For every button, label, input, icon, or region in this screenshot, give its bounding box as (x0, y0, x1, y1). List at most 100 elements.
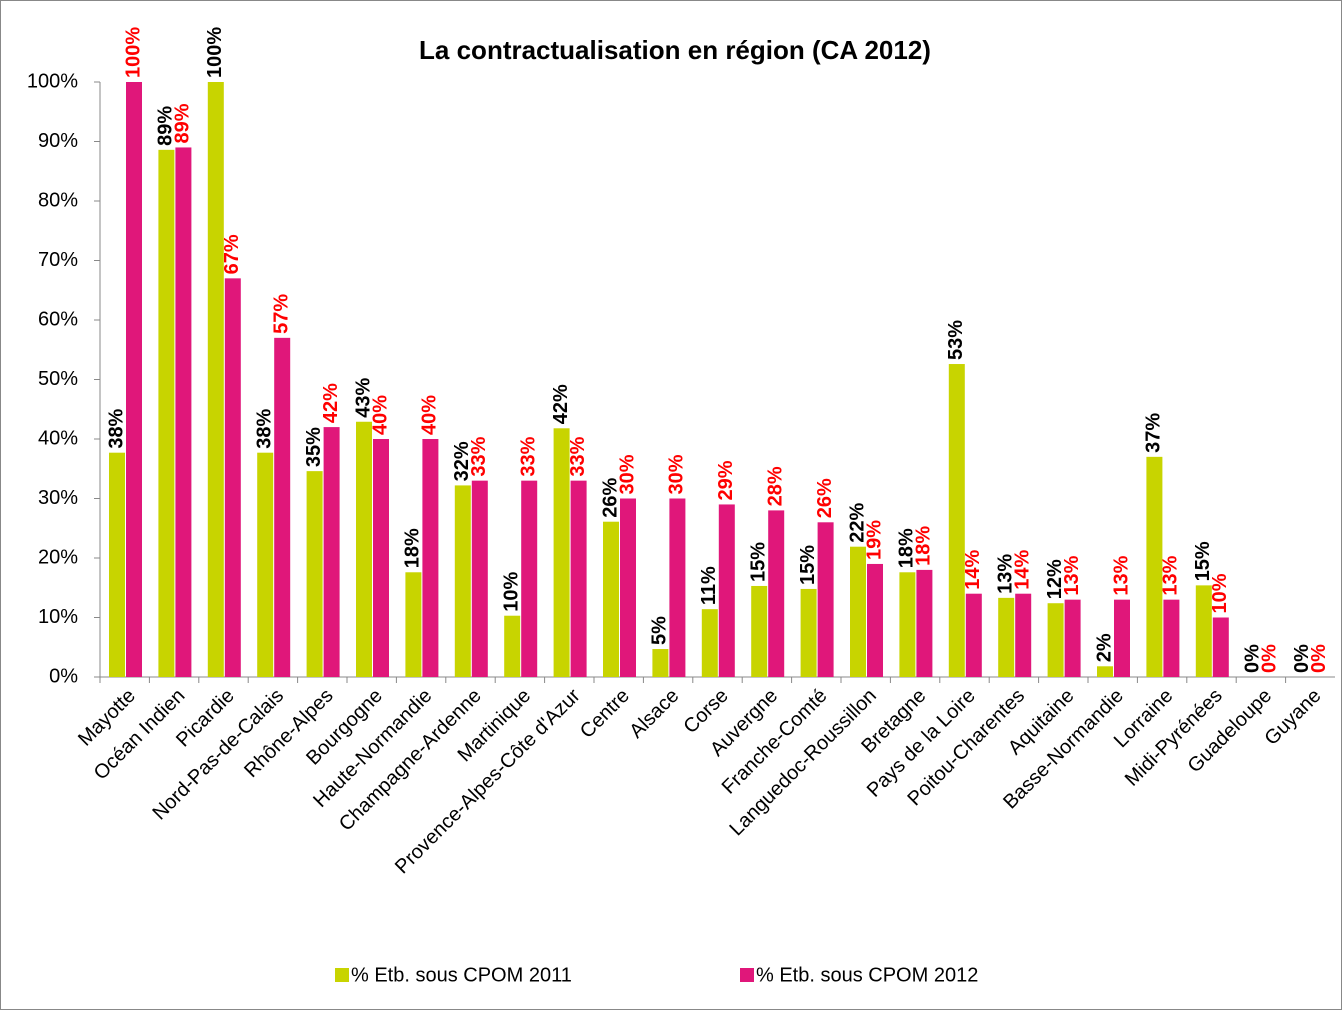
bar (603, 521, 619, 677)
value-label: 100% (204, 27, 226, 78)
value-label: 37% (1143, 413, 1165, 453)
bar (718, 504, 735, 677)
bar (1015, 593, 1032, 677)
value-label: 38% (253, 408, 275, 448)
value-label: 57% (270, 294, 292, 334)
bar (274, 337, 291, 677)
value-label: 38% (105, 408, 127, 448)
value-label: 15% (1192, 541, 1214, 581)
value-label: 0% (1308, 644, 1330, 673)
value-label: 5% (649, 616, 671, 645)
bar (224, 278, 241, 677)
value-label: 10% (500, 571, 522, 611)
value-label: 29% (715, 460, 737, 500)
bar (471, 480, 488, 677)
bar (701, 609, 718, 677)
bar (373, 439, 389, 677)
y-tick-label: 90% (38, 130, 78, 152)
value-label: 11% (698, 566, 720, 605)
value-label: 43% (352, 377, 374, 417)
bar (899, 572, 916, 677)
bar (1047, 603, 1064, 677)
legend-label: % Etb. sous CPOM 2011 (351, 964, 572, 986)
bar (751, 585, 768, 677)
bar (422, 439, 439, 677)
value-label: 19% (863, 520, 885, 560)
bar (1097, 666, 1113, 677)
y-tick-label: 60% (38, 308, 78, 330)
value-label: 13% (994, 554, 1016, 594)
y-tick-label: 0% (49, 665, 78, 687)
bar (207, 82, 224, 677)
value-label: 22% (846, 502, 868, 542)
bar (126, 82, 142, 677)
value-label: 18% (896, 528, 918, 568)
value-label: 40% (419, 395, 441, 435)
bar (800, 588, 817, 677)
value-label: 30% (616, 454, 638, 494)
y-tick-label: 40% (38, 427, 78, 449)
value-label: 42% (320, 383, 342, 423)
value-label: 35% (303, 427, 325, 467)
value-label: 15% (747, 542, 769, 582)
value-label: 13% (1160, 555, 1182, 595)
value-label: 32% (451, 441, 473, 481)
value-label: 100% (122, 27, 144, 78)
value-label: 18% (913, 526, 935, 566)
bar (1195, 585, 1212, 677)
bar (356, 421, 372, 677)
value-label: 12% (1044, 559, 1066, 599)
chart-title: La contractualisation en région (CA 2012… (419, 35, 931, 65)
legend-label: % Etb. sous CPOM 2012 (756, 964, 978, 986)
bar (323, 427, 340, 677)
bar (1064, 599, 1081, 677)
bar (454, 485, 471, 677)
bar (850, 546, 866, 677)
value-label: 13% (1110, 555, 1132, 595)
value-label: 33% (517, 436, 539, 476)
value-label: 28% (764, 466, 786, 506)
bar (553, 428, 570, 677)
value-label: 0% (1258, 644, 1280, 673)
bar (257, 452, 274, 677)
value-label: 10% (1209, 573, 1231, 613)
value-label: 14% (1011, 549, 1033, 589)
bar (620, 498, 636, 677)
bar (965, 593, 982, 677)
legend-swatch (335, 968, 349, 982)
value-label: 13% (1061, 555, 1083, 595)
y-tick-label: 100% (27, 70, 78, 92)
value-label: 53% (945, 320, 967, 360)
value-label: 67% (221, 234, 243, 274)
value-label: 33% (468, 436, 490, 476)
bar (570, 480, 587, 677)
value-label: 40% (369, 395, 391, 435)
bar (817, 522, 834, 677)
y-tick-label: 20% (38, 546, 78, 568)
bar (1212, 617, 1229, 677)
value-label: 18% (402, 528, 424, 568)
value-label: 26% (599, 477, 621, 517)
bar (306, 471, 323, 677)
value-label: 2% (1093, 633, 1115, 662)
bar (652, 649, 669, 677)
y-tick-label: 50% (38, 368, 78, 390)
bar (158, 149, 175, 677)
y-tick-label: 80% (38, 189, 78, 211)
value-label: 33% (567, 436, 589, 476)
bar (521, 480, 538, 677)
bar (1146, 456, 1163, 677)
bar (1163, 599, 1180, 677)
bar (867, 563, 883, 677)
value-label: 30% (666, 454, 688, 494)
bar (669, 498, 686, 677)
value-label: 14% (962, 549, 984, 589)
legend-swatch (740, 968, 754, 982)
value-label: 0% (1291, 644, 1313, 673)
value-label: 89% (155, 106, 177, 146)
bar (405, 572, 422, 677)
bar (504, 615, 521, 677)
value-label: 89% (172, 103, 194, 143)
value-label: 15% (797, 545, 819, 585)
